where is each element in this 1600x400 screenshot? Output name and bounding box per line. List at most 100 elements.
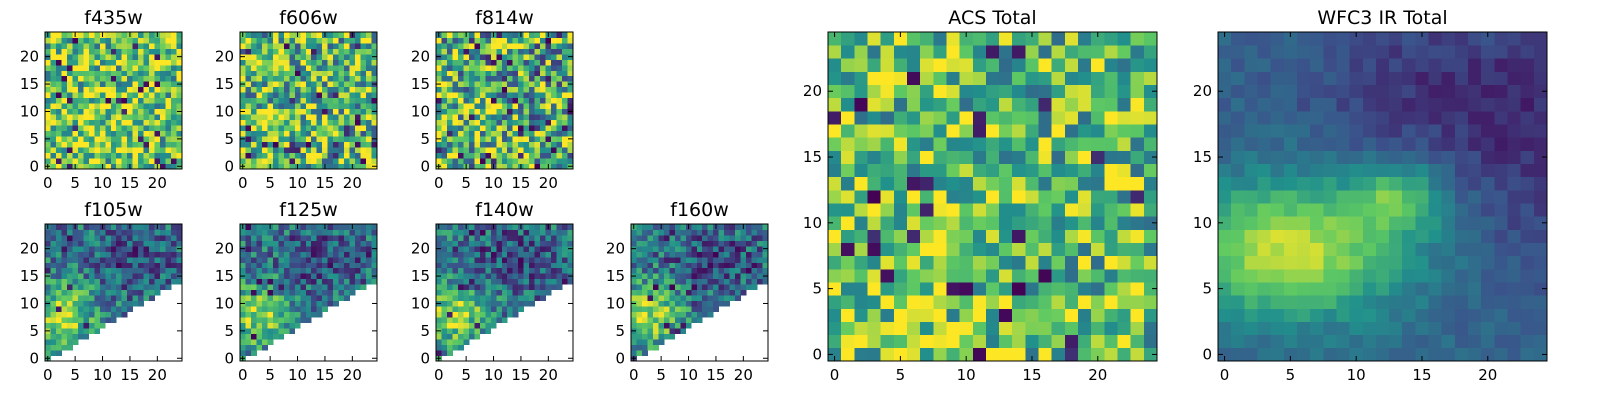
heatmap-cell xyxy=(1051,216,1066,230)
heatmap-cell xyxy=(496,163,503,170)
heatmap-cell xyxy=(154,81,161,88)
heatmap-cell xyxy=(333,32,340,38)
heatmap-cell xyxy=(1218,124,1232,138)
heatmap-cell xyxy=(641,224,648,230)
heatmap-cell xyxy=(479,86,486,93)
heatmap-cell xyxy=(1349,295,1364,309)
heatmap-cell xyxy=(545,284,552,291)
heatmap-cell xyxy=(545,70,552,77)
heatmap-cell xyxy=(143,92,150,99)
heatmap-cell xyxy=(1336,268,1350,283)
heatmap-cell xyxy=(707,273,714,280)
heatmap-cell xyxy=(1025,308,1039,322)
heatmap-cell xyxy=(1481,282,1495,296)
heatmap-cell xyxy=(641,273,648,280)
heatmap-cell xyxy=(534,97,541,104)
heatmap-cell xyxy=(631,267,637,274)
heatmap-cell xyxy=(154,48,161,55)
heatmap-cell xyxy=(446,152,453,159)
heatmap-cell xyxy=(77,262,84,269)
heatmap-cell xyxy=(1051,347,1066,362)
heatmap-cell xyxy=(441,300,448,307)
heatmap-cell xyxy=(496,59,503,66)
heatmap-cell xyxy=(66,333,73,340)
heatmap-cell xyxy=(446,328,453,334)
heatmap-cell xyxy=(55,234,62,241)
heatmap-cell xyxy=(751,229,758,236)
heatmap-cell xyxy=(278,108,285,115)
heatmap-cell xyxy=(138,136,145,142)
heatmap-cell xyxy=(551,64,557,71)
heatmap-cell xyxy=(762,262,769,269)
heatmap-cell xyxy=(485,224,492,230)
heatmap-cell xyxy=(1283,124,1298,138)
heatmap-cell xyxy=(105,42,112,49)
heatmap-cell xyxy=(512,136,519,142)
heatmap-cell xyxy=(512,125,519,132)
heatmap-cell xyxy=(518,59,525,66)
panel-title: f435w xyxy=(84,7,143,29)
heatmap-cell xyxy=(680,229,687,236)
heatmap-cell xyxy=(540,262,546,269)
heatmap-cell xyxy=(1117,32,1132,46)
heatmap-cell xyxy=(490,256,497,263)
heatmap-cell xyxy=(77,289,84,296)
x-tick-label: 0 xyxy=(830,366,840,384)
heatmap-cell xyxy=(256,289,263,296)
heatmap-cell xyxy=(1533,308,1548,322)
heatmap-cell xyxy=(110,234,117,241)
heatmap-cell xyxy=(355,251,361,258)
heatmap-cell xyxy=(751,273,758,280)
heatmap-cell xyxy=(1257,308,1272,322)
heatmap-cell xyxy=(1104,268,1118,283)
heatmap-cell xyxy=(647,262,654,269)
heatmap-cell xyxy=(45,103,51,110)
heatmap-cell xyxy=(127,75,134,82)
heatmap-cell xyxy=(371,92,378,99)
heatmap-cell xyxy=(1012,71,1026,86)
heatmap-cell xyxy=(105,48,112,55)
heatmap-cell xyxy=(278,141,285,148)
heatmap-cell xyxy=(746,234,752,241)
heatmap-cell xyxy=(371,229,378,236)
heatmap-cell xyxy=(501,267,508,274)
heatmap-cell xyxy=(1012,163,1026,178)
heatmap-cell xyxy=(1283,242,1298,257)
heatmap-cell xyxy=(289,163,296,170)
heatmap-cell xyxy=(77,245,84,252)
heatmap-cell xyxy=(468,86,475,93)
heatmap-cell xyxy=(267,284,274,291)
heatmap-cell xyxy=(132,64,139,71)
heatmap-cell xyxy=(1218,308,1232,322)
heatmap-cell xyxy=(551,136,557,142)
heatmap-cell xyxy=(436,240,442,247)
heatmap-cell xyxy=(1244,137,1258,151)
heatmap-cell xyxy=(436,317,442,324)
heatmap-cell xyxy=(99,59,106,66)
heatmap-cell xyxy=(1012,321,1026,336)
heatmap-cell xyxy=(316,32,323,38)
heatmap-cell xyxy=(658,317,665,324)
heatmap-cell xyxy=(534,108,541,115)
heatmap-cell xyxy=(452,278,459,285)
heatmap-cell xyxy=(55,48,62,55)
heatmap-cell xyxy=(160,119,166,126)
heatmap-cell xyxy=(305,147,312,153)
heatmap-cell xyxy=(99,256,106,263)
panel-title: f814w xyxy=(475,7,534,29)
heatmap-cell xyxy=(556,103,563,110)
heatmap-cell xyxy=(371,267,378,274)
heatmap-cell xyxy=(663,229,670,236)
heatmap-cell xyxy=(132,81,139,88)
heatmap-cell xyxy=(132,32,139,38)
heatmap-cell xyxy=(272,333,279,340)
heatmap-cell xyxy=(143,240,150,247)
heatmap-cell xyxy=(338,289,345,296)
heatmap-cell xyxy=(479,108,486,115)
heatmap-cell xyxy=(959,334,974,349)
heatmap-cell xyxy=(105,86,112,93)
heatmap-cell xyxy=(311,103,318,110)
heatmap-cell xyxy=(261,262,268,269)
axes-frame-f814w xyxy=(435,31,574,170)
